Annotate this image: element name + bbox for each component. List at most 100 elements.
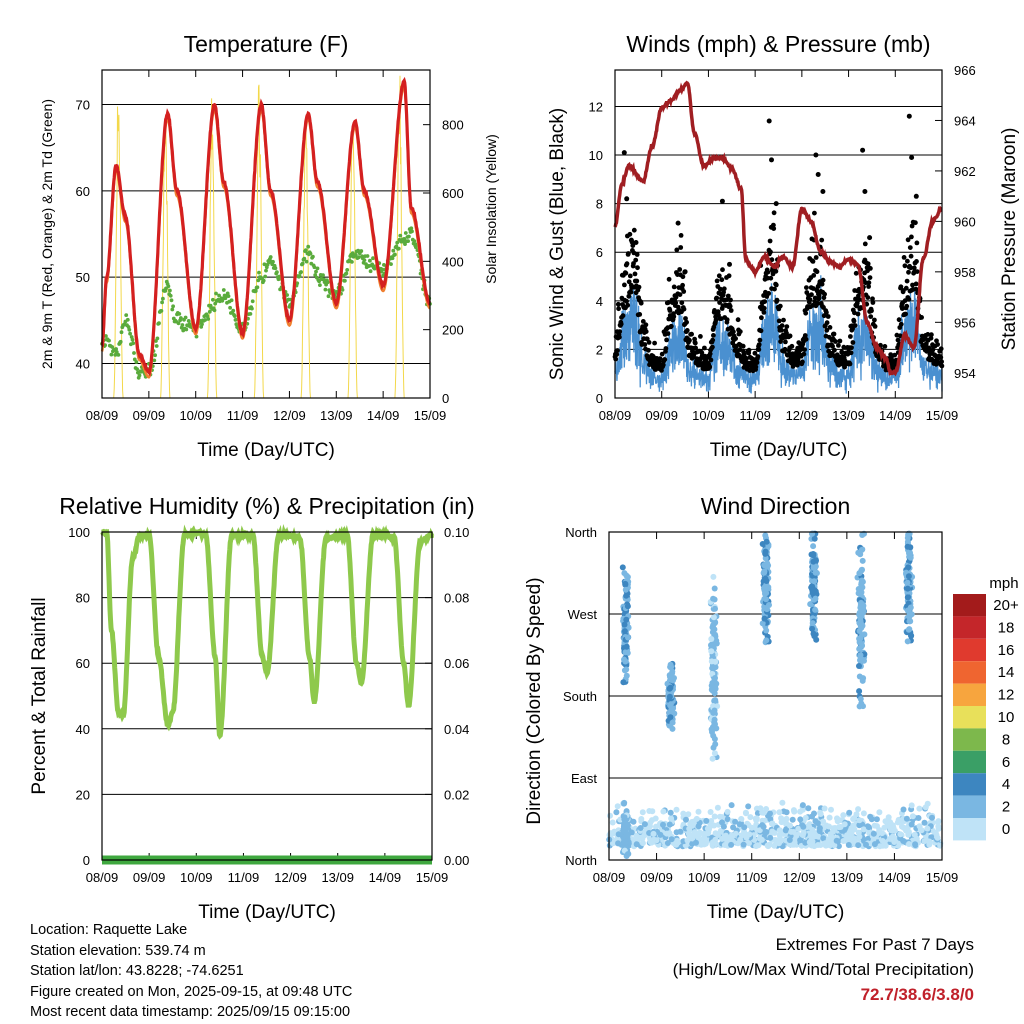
wind-gust-point [733, 336, 738, 341]
temp-dewpoint-point [114, 347, 118, 351]
wind-gust-point [904, 278, 910, 284]
dir-point [787, 822, 793, 829]
station-info: Location: Raquette Lake Station elevatio… [30, 920, 352, 1023]
dir-point [747, 814, 754, 821]
wind-gust-point [740, 343, 746, 349]
wind-gust-point [852, 323, 858, 328]
wind-gust-point [854, 300, 860, 306]
wind-gust-point [744, 356, 749, 361]
dir-point [906, 841, 912, 847]
temp-dewpoint-point [226, 294, 231, 298]
legend-label: 0 [1002, 821, 1010, 838]
dir-point [781, 818, 788, 824]
temp-dewpoint-point [184, 327, 189, 332]
temp-dewpoint-point [344, 271, 349, 276]
dir-point [856, 833, 863, 840]
wind-gust-point [766, 291, 772, 296]
legend-swatch [953, 594, 986, 617]
dir-point [748, 824, 755, 831]
wind-gust-point [914, 240, 920, 246]
temp-dewpoint-point [317, 279, 321, 284]
dir-point [695, 808, 702, 815]
wind-pressure-line [613, 80, 943, 377]
dir-xlabel: Time (Day/UTC) [707, 902, 845, 923]
wind-gust-point [726, 273, 732, 279]
wind-gust-point [901, 255, 907, 260]
temp-dewpoint-point [306, 244, 311, 249]
wind-gust-point [822, 291, 827, 297]
dir-ytick-label: South [563, 689, 597, 704]
temp-dewpoint-point [168, 293, 173, 298]
temp-dewpoint-point [262, 262, 267, 267]
temp-xlabel: Time (Day/UTC) [197, 440, 335, 461]
dir-panel: Wind Direction Time (Day/UTC) 08/09 09/09 10… [524, 493, 958, 923]
dir-point [711, 813, 718, 820]
dir-point [833, 837, 840, 844]
dir-point [858, 584, 865, 591]
wind-gust-point [620, 313, 626, 319]
wind-gust-point [757, 337, 763, 343]
dir-point [624, 851, 631, 858]
wind-gust-point [856, 293, 861, 299]
temp-dewpoint-point [365, 254, 370, 258]
temp-dewpoint-point [295, 281, 300, 286]
dir-point [800, 823, 807, 830]
dir-point [668, 706, 675, 713]
dir-point [621, 628, 628, 635]
wind-xtick-label: 15/09 [926, 408, 959, 423]
wind-gust-point [869, 308, 874, 314]
dir-point [710, 595, 717, 602]
temp-dewpoint-point [263, 274, 268, 279]
wind-gust-point [848, 350, 854, 356]
extremes-values: 72.7/38.6/3.8/0 [860, 985, 974, 1004]
dir-point [623, 666, 630, 673]
wind-gust-point [721, 286, 727, 292]
wind-gust-point [717, 286, 723, 292]
dir-point [696, 830, 703, 837]
wind-gust-point [673, 300, 679, 306]
wind-gust-point [642, 342, 648, 347]
dir-point [905, 573, 912, 580]
wind-gust-point [635, 265, 640, 271]
temp-dewpoint-point [157, 321, 161, 326]
wind-gust-point [623, 270, 629, 276]
wind-gust-point [815, 301, 821, 306]
wind-gust-point [737, 347, 743, 353]
dir-point [759, 809, 766, 816]
temp-dewpoint-point [359, 249, 364, 253]
wind-gust-point [779, 327, 784, 333]
wind-gust-point [638, 300, 644, 306]
temp-dewpoint-point [171, 304, 176, 309]
temp-dewpoint-point [326, 294, 331, 299]
wind-gust-peak [862, 189, 868, 194]
dir-point [624, 603, 631, 610]
rh-xlabel: Time (Day/UTC) [198, 902, 336, 923]
dir-point [667, 674, 674, 681]
temp-dewpoint-point [130, 337, 135, 342]
dir-frame [608, 531, 943, 861]
wind-gust-point [725, 293, 731, 299]
temp-xtick-label: 11/09 [227, 408, 259, 423]
dir-point [653, 837, 660, 844]
dir-point [738, 832, 745, 839]
dir-point [831, 842, 838, 849]
dir-point [762, 550, 769, 557]
dir-point [711, 736, 718, 742]
dir-point [789, 816, 796, 823]
temp-dewpoint-point [213, 301, 218, 306]
wind-gust-point [810, 259, 816, 264]
temp-dewpoint-point [248, 312, 253, 316]
dir-point [759, 620, 766, 627]
dir-point [825, 836, 832, 843]
wind-gust-point [702, 345, 707, 351]
wind-gust-point [919, 315, 924, 320]
wind-gust-point [677, 267, 683, 272]
dir-point [813, 636, 820, 643]
dir-point [918, 827, 925, 834]
wind-gust-point [666, 300, 671, 305]
dir-point [667, 701, 674, 708]
dir-point [622, 658, 629, 665]
wind-gust-point [758, 328, 764, 334]
dir-point [786, 837, 793, 843]
dir-point [809, 620, 816, 627]
